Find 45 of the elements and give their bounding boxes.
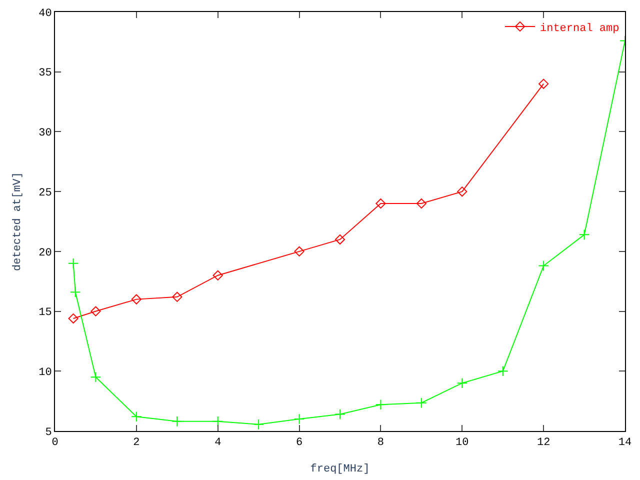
point — [456, 378, 468, 389]
y-tick-label: 40 — [38, 8, 52, 20]
y-tick-label: 35 — [38, 68, 52, 80]
point — [294, 246, 304, 256]
point — [90, 372, 102, 383]
point — [172, 416, 183, 427]
point — [294, 414, 305, 424]
x-axis-title: freq[MHz] — [310, 463, 370, 476]
y-tick-label: 30 — [38, 128, 52, 140]
point — [334, 234, 346, 245]
point — [538, 260, 549, 272]
x-tick-label: 0 — [52, 437, 58, 450]
point — [68, 313, 78, 324]
point — [416, 198, 426, 209]
point — [538, 78, 549, 89]
point — [212, 270, 223, 280]
y-tick-label: 20 — [38, 247, 52, 260]
y-axis-title: detected at[mV] — [12, 172, 24, 272]
point — [375, 399, 386, 410]
point — [212, 416, 224, 427]
x-tick-label: 6 — [296, 437, 303, 450]
point — [376, 198, 386, 209]
point — [90, 306, 101, 316]
point — [334, 408, 346, 420]
point — [68, 258, 79, 269]
point — [497, 366, 508, 377]
legend-label: internal amp — [540, 22, 620, 35]
x-tick-label: 4 — [214, 437, 222, 450]
point — [578, 229, 590, 240]
x-tick-label: 10 — [456, 437, 469, 450]
x-tick-label: 2 — [133, 437, 140, 450]
x-tick-label: 8 — [377, 437, 384, 450]
point — [457, 186, 468, 197]
y-tick-label: 25 — [38, 187, 52, 200]
point — [70, 286, 81, 298]
point — [131, 294, 142, 304]
y-tick-label: 15 — [38, 307, 52, 320]
point — [253, 419, 264, 430]
point — [172, 292, 182, 302]
point — [416, 397, 427, 408]
x-tick-label: 14 — [618, 437, 632, 450]
point — [131, 411, 142, 422]
y-tick-label: 10 — [38, 366, 52, 379]
x-tick-label: 12 — [536, 437, 550, 450]
y-tick-label: 5 — [45, 426, 52, 439]
